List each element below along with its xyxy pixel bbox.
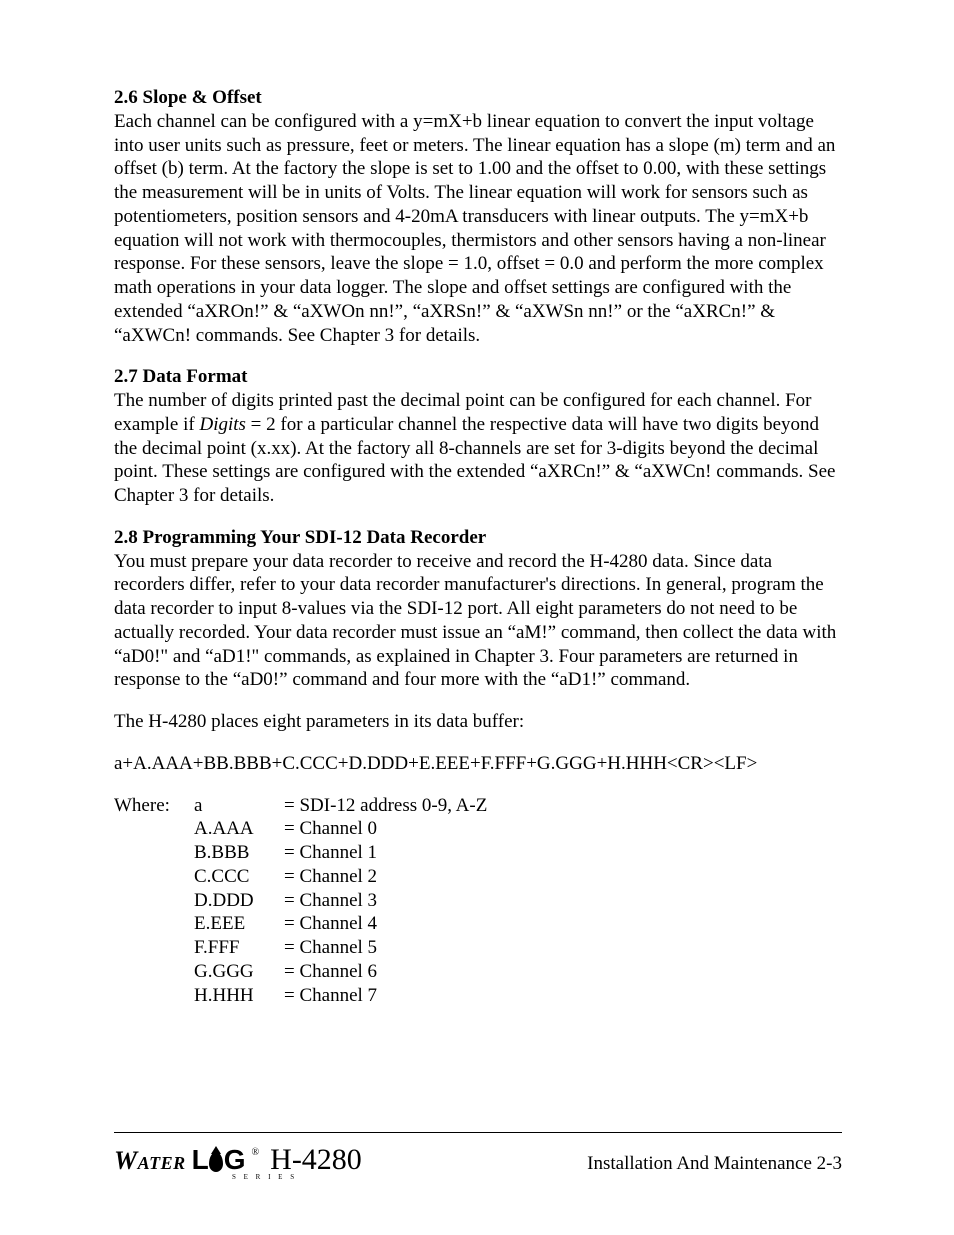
section-2-8: 2.8 Programming Your SDI-12 Data Recorde… — [114, 526, 842, 692]
body-2-7-italic: Digits — [199, 414, 245, 435]
logo-log: LG — [192, 1144, 245, 1176]
where-def: = Channel 7 — [284, 984, 842, 1008]
logo-water: WATER — [114, 1146, 186, 1176]
heading-2-7: 2.7 Data Format — [114, 366, 248, 387]
section-2-6: 2.6 Slope & Offset Each channel can be c… — [114, 86, 842, 347]
where-sym: C.CCC — [194, 865, 284, 889]
where-def: = SDI-12 address 0-9, A-Z — [284, 794, 842, 818]
heading-2-8: 2.8 Programming Your SDI-12 Data Recorde… — [114, 527, 486, 548]
body-2-8: You must prepare your data recorder to r… — [114, 551, 836, 691]
body-2-6: Each channel can be configured with a y=… — [114, 111, 835, 346]
where-sym: H.HHH — [194, 984, 284, 1008]
where-def: = Channel 5 — [284, 936, 842, 960]
where-def: = Channel 6 — [284, 960, 842, 984]
logo-g: G — [224, 1144, 245, 1176]
where-table: Where: a = SDI-12 address 0-9, A-Z A.AAA… — [114, 794, 842, 1008]
where-sym: A.AAA — [194, 817, 284, 841]
footer-rule — [114, 1132, 842, 1133]
footer-right-text: Installation And Maintenance 2-3 — [587, 1153, 842, 1175]
where-def: = Channel 4 — [284, 912, 842, 936]
registered-icon: ® — [252, 1147, 260, 1158]
where-sym: B.BBB — [194, 841, 284, 865]
where-sym: F.FFF — [194, 936, 284, 960]
footer-model: H-4280 — [270, 1143, 362, 1177]
where-sym: E.EEE — [194, 912, 284, 936]
where-sym: D.DDD — [194, 889, 284, 913]
where-def: = Channel 3 — [284, 889, 842, 913]
section-2-7: 2.7 Data Format The number of digits pri… — [114, 365, 842, 508]
where-def: = Channel 2 — [284, 865, 842, 889]
logo-l: L — [192, 1144, 208, 1176]
where-def: = Channel 0 — [284, 817, 842, 841]
drop-icon — [209, 1152, 223, 1172]
logo-block: WATER LG ® S E R I E S H-4280 — [114, 1143, 362, 1177]
page-footer: WATER LG ® S E R I E S H-4280 Installati… — [114, 1132, 842, 1177]
where-def: = Channel 1 — [284, 841, 842, 865]
heading-2-6: 2.6 Slope & Offset — [114, 87, 262, 108]
buffer-string: a+A.AAA+BB.BBB+C.CCC+D.DDD+E.EEE+F.FFF+G… — [114, 752, 842, 776]
where-label: Where: — [114, 794, 194, 818]
logo-series: S E R I E S — [232, 1173, 297, 1181]
buffer-intro: The H-4280 places eight parameters in it… — [114, 710, 842, 734]
document-page: 2.6 Slope & Offset Each channel can be c… — [0, 0, 954, 1235]
footer-line: WATER LG ® S E R I E S H-4280 Installati… — [114, 1143, 842, 1177]
where-sym: a — [194, 794, 284, 818]
where-sym: G.GGG — [194, 960, 284, 984]
